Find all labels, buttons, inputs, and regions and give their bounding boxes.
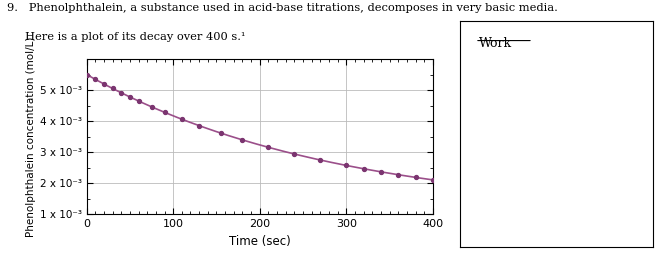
Text: Work: Work bbox=[479, 37, 512, 50]
Y-axis label: Phenolphthalein concentration (mol/L): Phenolphthalein concentration (mol/L) bbox=[25, 36, 35, 237]
Point bbox=[216, 131, 226, 135]
Point bbox=[133, 99, 144, 103]
Text: 9.   Phenolphthalein, a substance used in acid-base titrations, decomposes in ve: 9. Phenolphthalein, a substance used in … bbox=[7, 3, 557, 13]
Point bbox=[341, 163, 352, 168]
Point bbox=[376, 170, 386, 174]
Point bbox=[237, 138, 248, 142]
Point bbox=[90, 77, 101, 81]
Point bbox=[81, 72, 92, 77]
Point bbox=[410, 175, 421, 180]
Text: Here is a plot of its decay over 400 s.¹: Here is a plot of its decay over 400 s.¹ bbox=[7, 32, 245, 42]
Point bbox=[315, 158, 326, 162]
X-axis label: Time (sec): Time (sec) bbox=[229, 235, 290, 248]
Point bbox=[125, 95, 135, 99]
Point bbox=[107, 86, 118, 91]
Point bbox=[194, 124, 204, 128]
Point bbox=[159, 110, 170, 114]
Point bbox=[263, 145, 274, 150]
Point bbox=[289, 152, 300, 156]
Point bbox=[99, 82, 109, 86]
Point bbox=[146, 105, 157, 109]
Point bbox=[393, 173, 404, 177]
Point bbox=[116, 91, 127, 95]
Point bbox=[358, 167, 369, 171]
Point bbox=[176, 117, 187, 121]
Point bbox=[428, 178, 438, 182]
